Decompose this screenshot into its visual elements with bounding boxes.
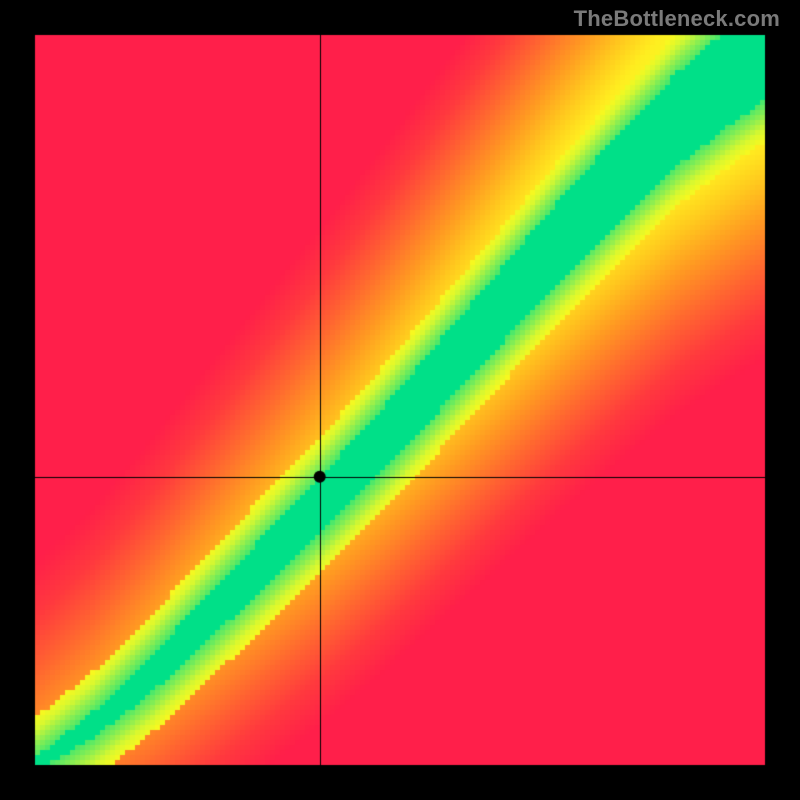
image-container: TheBottleneck.com: [0, 0, 800, 800]
watermark-text: TheBottleneck.com: [574, 6, 780, 32]
bottleneck-heatmap-canvas: [0, 0, 800, 800]
